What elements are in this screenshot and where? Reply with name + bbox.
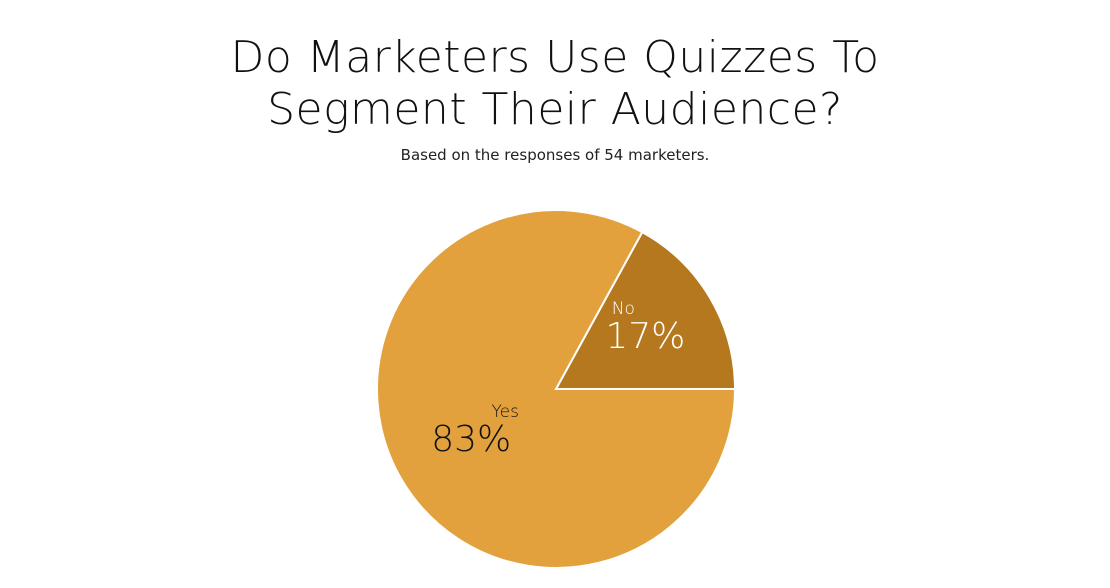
chart-title-line-2: Segment Their Audience? [267, 84, 843, 135]
slice-value-yes: 83% [431, 419, 511, 460]
slice-label-no: No [612, 299, 635, 319]
pie-slice-no [554, 230, 737, 390]
pie-slice-yes [376, 209, 737, 569]
slice-value-no: 17% [605, 316, 685, 357]
slice-label-yes: Yes [492, 402, 519, 422]
chart-subtitle: Based on the responses of 54 marketers. [400, 146, 710, 164]
chart-title-line-1: Do Marketers Use Quizzes To [230, 32, 880, 83]
chart-title: Do Marketers Use Quizzes To Segment Thei… [0, 32, 1110, 136]
